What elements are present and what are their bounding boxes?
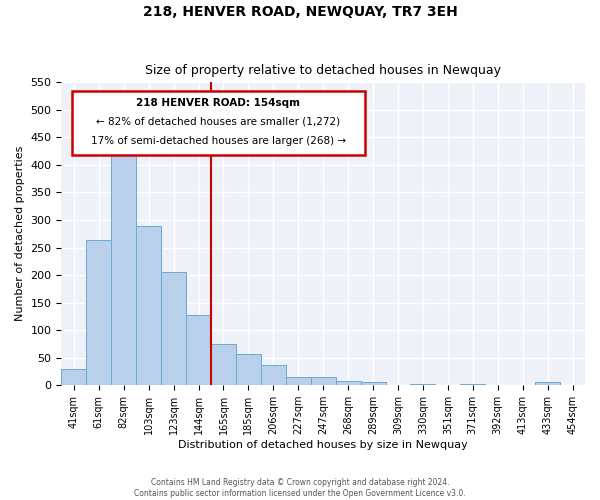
Bar xyxy=(286,377,311,385)
Bar xyxy=(236,354,261,385)
FancyBboxPatch shape xyxy=(72,92,365,155)
Y-axis label: Number of detached properties: Number of detached properties xyxy=(15,146,25,322)
Bar xyxy=(311,377,335,385)
Bar xyxy=(410,384,436,385)
Bar xyxy=(261,365,286,385)
Text: 218 HENVER ROAD: 154sqm: 218 HENVER ROAD: 154sqm xyxy=(136,98,301,108)
Bar xyxy=(111,154,136,385)
Bar xyxy=(186,316,211,385)
Bar xyxy=(211,344,236,385)
Bar xyxy=(460,384,485,385)
Text: ← 82% of detached houses are smaller (1,272): ← 82% of detached houses are smaller (1,… xyxy=(97,117,341,127)
Bar xyxy=(535,382,560,385)
Text: Contains HM Land Registry data © Crown copyright and database right 2024.
Contai: Contains HM Land Registry data © Crown c… xyxy=(134,478,466,498)
Bar xyxy=(335,382,361,385)
Bar xyxy=(86,240,111,385)
Bar xyxy=(161,272,186,385)
Text: 17% of semi-detached houses are larger (268) →: 17% of semi-detached houses are larger (… xyxy=(91,136,346,146)
Text: 218, HENVER ROAD, NEWQUAY, TR7 3EH: 218, HENVER ROAD, NEWQUAY, TR7 3EH xyxy=(143,5,457,19)
X-axis label: Distribution of detached houses by size in Newquay: Distribution of detached houses by size … xyxy=(178,440,468,450)
Bar xyxy=(61,368,86,385)
Bar xyxy=(136,226,161,385)
Bar xyxy=(361,382,386,385)
Title: Size of property relative to detached houses in Newquay: Size of property relative to detached ho… xyxy=(145,64,501,77)
